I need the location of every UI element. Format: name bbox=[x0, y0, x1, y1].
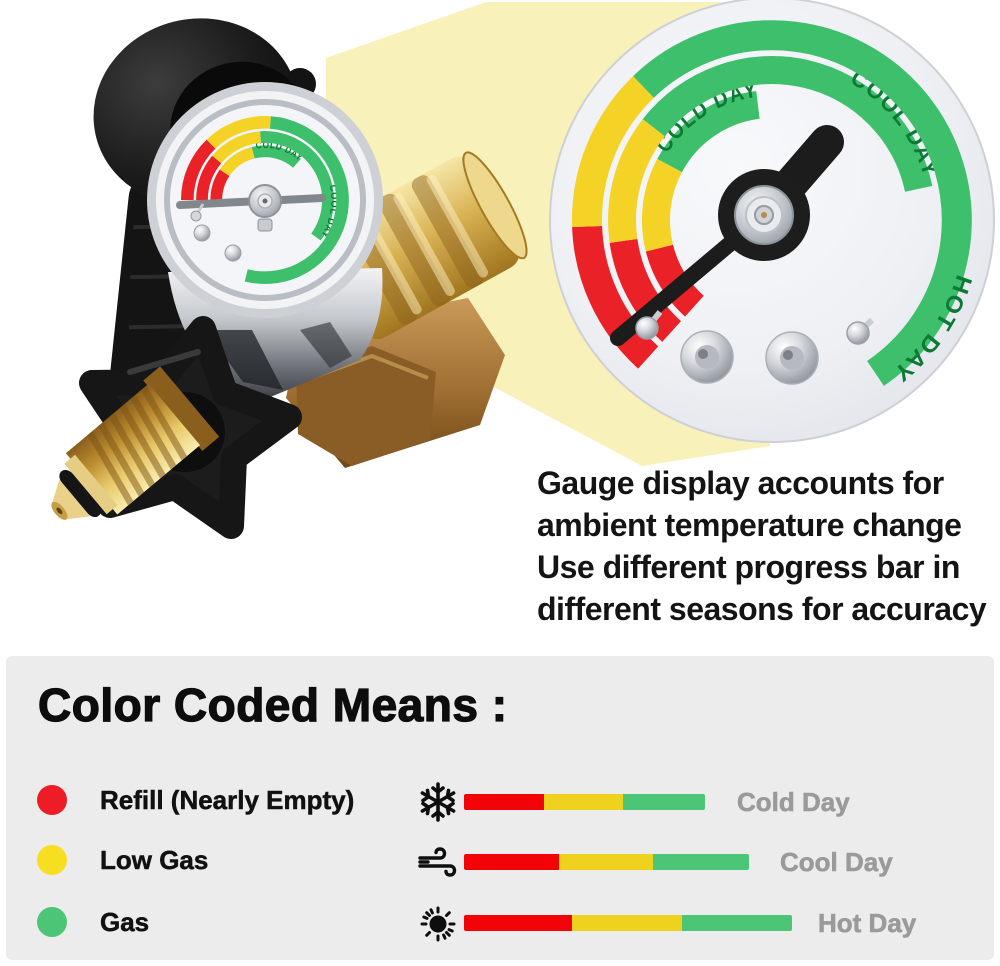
legend-item-label: Gas bbox=[100, 906, 150, 937]
gauge-zone-green bbox=[260, 131, 334, 241]
bar-segment bbox=[682, 915, 792, 931]
legend-item-label: Refill (Nearly Empty) bbox=[100, 784, 355, 815]
description-line: Use different progress bar in bbox=[537, 549, 960, 585]
stop-pin bbox=[846, 317, 875, 345]
bar-segment bbox=[653, 854, 749, 870]
cool-day-label: Cool Day bbox=[780, 847, 893, 877]
legend-item-low-gas: Low Gas bbox=[37, 840, 209, 880]
gauge-zone-yellow bbox=[641, 158, 683, 252]
gauge-zone-yellow bbox=[572, 76, 655, 228]
yellow-dot bbox=[37, 845, 67, 875]
snowflake-icon bbox=[416, 780, 460, 824]
gauge-zone-red bbox=[210, 169, 230, 201]
pol-fitting bbox=[51, 366, 220, 520]
mini-gauge-hub bbox=[248, 184, 282, 232]
gauge-zone-red bbox=[572, 225, 659, 369]
mini-rivet bbox=[193, 224, 211, 242]
hot-day-label: Hot Day bbox=[818, 908, 917, 938]
cool-day-bar bbox=[464, 854, 749, 870]
sun-icon bbox=[416, 902, 460, 946]
red-dot bbox=[37, 785, 67, 815]
description-line: different seasons for accuracy bbox=[537, 591, 987, 627]
legend-item-gas: Gas bbox=[37, 902, 149, 942]
o-ring bbox=[59, 469, 101, 518]
bar-segment bbox=[464, 794, 544, 810]
gauge-hub bbox=[718, 169, 810, 261]
gauge-zone-red bbox=[180, 139, 216, 201]
hot-day-bar bbox=[464, 915, 792, 931]
gauge-zone-red bbox=[196, 155, 222, 201]
stop-pin bbox=[635, 310, 663, 340]
cold-day-label: Cold Day bbox=[737, 787, 850, 817]
description-line: ambient temperature change bbox=[537, 507, 962, 543]
gauge-zone-yellow bbox=[212, 131, 262, 164]
green-dot bbox=[37, 907, 67, 937]
gauge-zone-green bbox=[642, 56, 933, 192]
description-text: Gauge display accounts for ambient tempe… bbox=[537, 462, 987, 630]
gauge-zone-green bbox=[657, 91, 761, 173]
gauge-zone-yellow bbox=[608, 119, 666, 243]
legend-heading: Color Coded Means : bbox=[37, 678, 508, 731]
legend-item-refill: Refill (Nearly Empty) bbox=[37, 780, 355, 820]
bar-segment bbox=[559, 854, 653, 870]
legend-panel: Color Coded Means : Refill (Nearly Empty… bbox=[6, 656, 994, 960]
wind-icon bbox=[416, 842, 460, 886]
gauge-zone-green bbox=[251, 145, 301, 168]
mini-stop-pin bbox=[190, 203, 205, 222]
rivet bbox=[765, 331, 819, 385]
bar-segment bbox=[623, 794, 705, 810]
gauge-zone-yellow bbox=[206, 116, 271, 149]
bar-segment bbox=[464, 915, 572, 931]
bar-segment bbox=[572, 915, 682, 931]
gauge-zone-green bbox=[633, 20, 972, 386]
legend-item-label: Low Gas bbox=[100, 844, 209, 875]
bar-segment bbox=[464, 854, 559, 870]
gauge-zone-green bbox=[244, 116, 349, 284]
description-line: Gauge display accounts for bbox=[537, 465, 944, 501]
mini-rivet bbox=[224, 244, 242, 262]
gauge-zone-yellow bbox=[219, 147, 255, 177]
gauge-zone-red bbox=[609, 238, 682, 342]
bar-segment bbox=[544, 794, 623, 810]
cold-day-bar bbox=[464, 794, 705, 810]
rivet bbox=[680, 330, 734, 384]
gauge-zone-red bbox=[645, 244, 705, 317]
